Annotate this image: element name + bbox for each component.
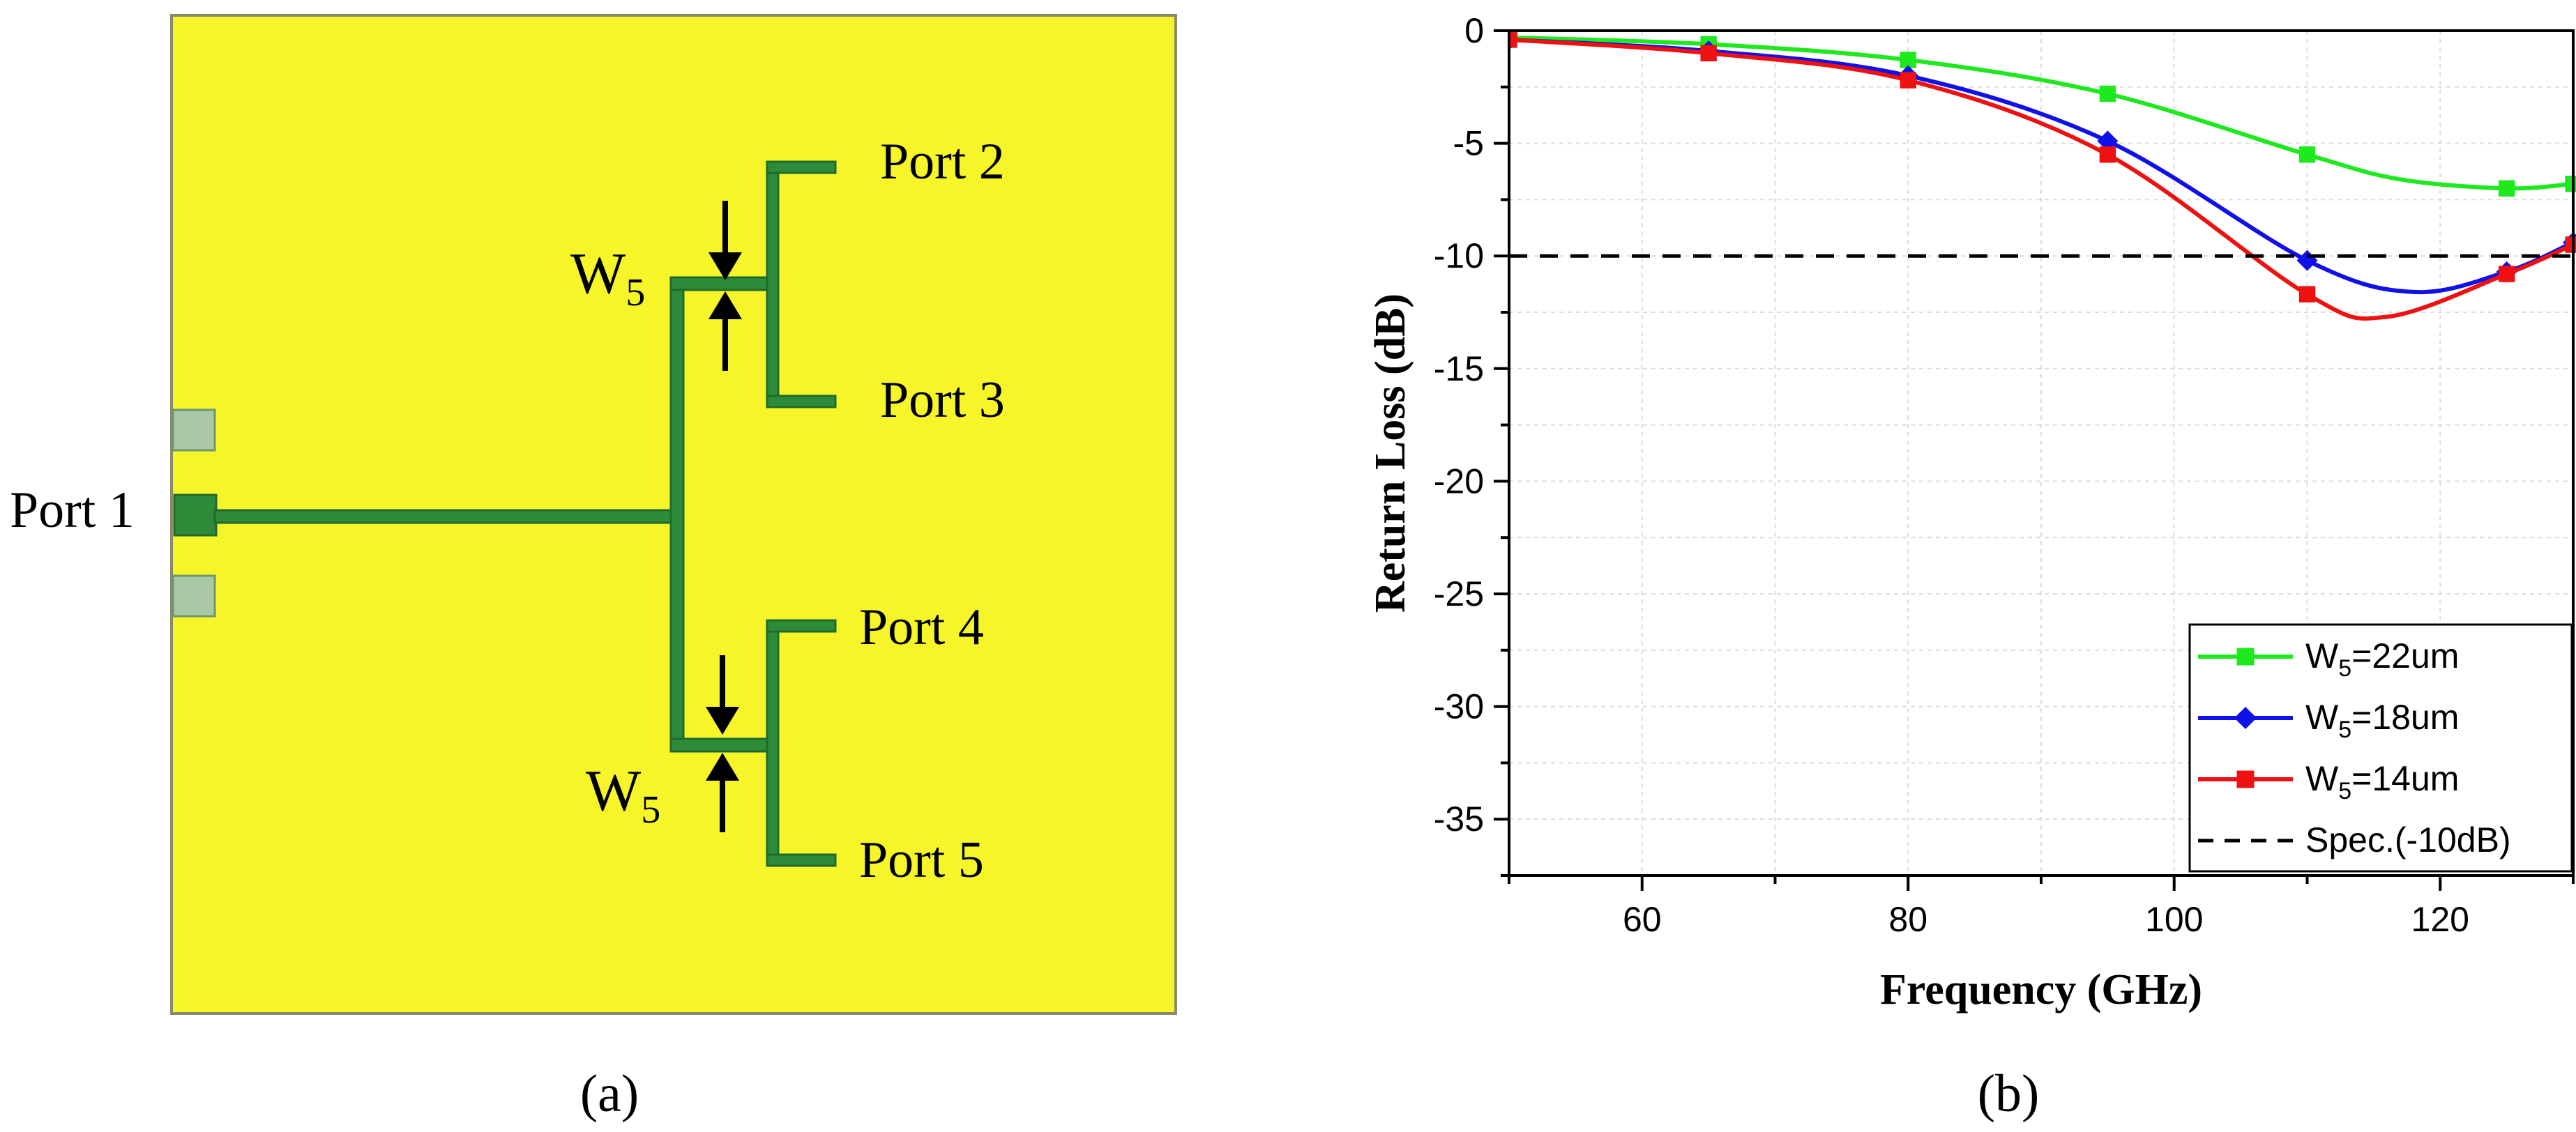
feed-line [213,509,678,524]
port-4-label: Port 4 [859,599,984,656]
port-5-line [766,853,837,867]
series-1-point [2097,130,2119,152]
series-2-point [2099,146,2116,163]
plot-frame [1508,29,2575,877]
x-tick-label: 60 [1623,900,1662,939]
ground-pad-bottom [172,574,216,618]
panel-a-layout: Port 1 Port 2 Port 3 Port 4 Port 5 W5 W5… [10,14,1177,1123]
y-tick-label: -30 [1434,687,1484,726]
caption-b: (b) [1978,1064,2040,1123]
chart-ticks: 60 80 100 120 0 -5 -10 -15 -20 -25 -30 -35 [1434,11,2575,939]
x-axis-label: Frequency (GHz) [1880,966,2202,1014]
trunk-line [669,276,685,753]
legend-entry-0: W5=22um [2305,636,2459,682]
y-tick-label: -20 [1434,461,1484,500]
lower-width-arrows [706,655,739,832]
legend-marker-0 [2236,648,2255,666]
w5-label-upper: W5 [570,241,645,314]
upper-branch-vertical [766,160,780,408]
series-2-point [2498,266,2515,282]
port-2-line [766,160,837,174]
lower-branch-vertical [766,619,780,867]
port-1-pad [173,494,218,537]
x-tick-label: 100 [2145,900,2203,939]
port-3-label: Port 3 [880,372,1005,429]
legend-entry-2: W5=14um [2305,759,2459,804]
caption-a: (a) [580,1064,639,1123]
y-axis-label: Return Loss (dB) [1367,293,1414,613]
series-0-point [2099,85,2116,102]
w5-label-lower: W5 [586,758,660,832]
port-2-label: Port 2 [880,133,1005,190]
y-tick-label: -15 [1434,349,1484,388]
upper-width-arrows [709,201,742,371]
port-1-label: Port 1 [10,482,135,539]
x-tick-label: 120 [2411,900,2469,939]
lower-stub-line [669,737,777,753]
series-2-point [1900,72,1916,89]
y-tick-label: -35 [1434,800,1484,839]
panel-b-chart: 60 80 100 120 0 -5 -10 -15 -20 -25 -30 -35 Frequenc… [1367,11,2576,1123]
series-2-point [1700,45,1717,62]
x-tick-label: 80 [1888,900,1927,939]
y-tick-label: -25 [1434,574,1484,613]
legend-entry-3: Spec.(-10dB) [2305,820,2511,859]
upper-stub-line [669,276,777,291]
chart-series [1509,29,2576,321]
port-3-line [766,395,837,408]
y-tick-label: -5 [1453,124,1484,163]
legend-symbols [2198,648,2293,843]
port-5-label: Port 5 [859,832,984,889]
port-4-line [766,619,837,633]
series-1-point [2296,250,2318,271]
legend: W5=22um W5=18um W5=14um Spec.(-10dB) [2188,623,2573,873]
ground-pad-top [172,408,216,452]
series-2-point [2298,286,2316,303]
legend-box [2188,623,2573,873]
series-0-point [2498,180,2515,197]
series-0-point [1900,52,1916,68]
legend-marker-2 [2236,770,2255,788]
series-2-point [1509,31,1517,48]
y-tick-label: 0 [1464,11,1484,50]
series-0-point [2298,146,2316,163]
y-tick-label: -10 [1434,236,1484,275]
legend-entry-1: W5=18um [2305,698,2459,743]
legend-marker-1 [2234,707,2257,729]
